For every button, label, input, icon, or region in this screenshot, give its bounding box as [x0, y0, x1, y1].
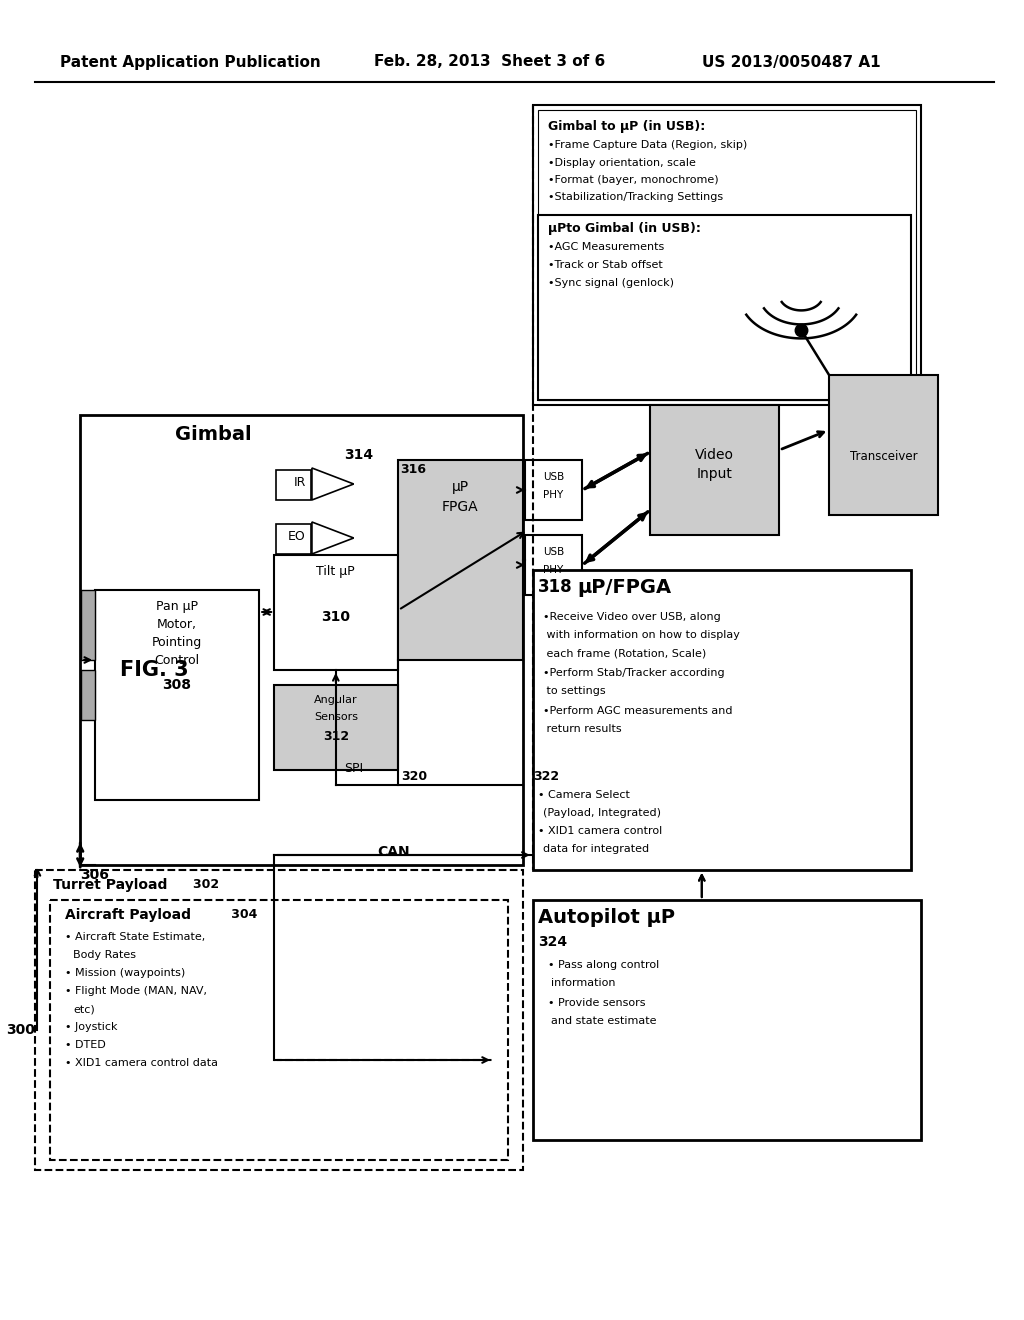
FancyBboxPatch shape [829, 375, 938, 515]
Text: Motor,: Motor, [157, 618, 197, 631]
FancyBboxPatch shape [532, 570, 910, 870]
Text: each frame (Rotation, Scale): each frame (Rotation, Scale) [543, 648, 706, 657]
FancyBboxPatch shape [81, 671, 95, 719]
FancyBboxPatch shape [274, 685, 398, 770]
Text: • Pass along control: • Pass along control [548, 960, 658, 970]
Text: return results: return results [543, 723, 622, 734]
FancyBboxPatch shape [50, 900, 508, 1160]
Text: 318: 318 [538, 578, 572, 597]
Text: SPI: SPI [344, 762, 362, 775]
Text: Video: Video [695, 447, 734, 462]
Text: Transceiver: Transceiver [850, 450, 918, 463]
Text: • Flight Mode (MAN, NAV,: • Flight Mode (MAN, NAV, [66, 986, 207, 997]
Text: µPto Gimbal (in USB):: µPto Gimbal (in USB): [548, 222, 700, 235]
Text: •Perform Stab/Tracker according: •Perform Stab/Tracker according [543, 668, 724, 678]
Text: 320: 320 [401, 770, 428, 783]
Text: CAN: CAN [377, 845, 410, 859]
FancyBboxPatch shape [524, 459, 583, 520]
Text: •Perform AGC measurements and: •Perform AGC measurements and [543, 706, 732, 715]
Text: FIG. 3: FIG. 3 [120, 660, 188, 680]
Text: 304: 304 [66, 908, 258, 921]
Text: •Format (bayer, monochrome): •Format (bayer, monochrome) [548, 176, 718, 185]
Text: • DTED: • DTED [66, 1040, 106, 1049]
FancyBboxPatch shape [36, 870, 523, 1170]
FancyBboxPatch shape [398, 459, 523, 660]
Text: 314: 314 [344, 447, 373, 462]
FancyBboxPatch shape [81, 590, 95, 660]
Text: IR: IR [294, 477, 306, 488]
Text: 322: 322 [532, 770, 559, 783]
FancyBboxPatch shape [276, 470, 311, 500]
Text: information: information [551, 978, 615, 987]
Text: • Mission (waypoints): • Mission (waypoints) [66, 968, 185, 978]
Text: µP: µP [452, 480, 469, 494]
Text: •Sync signal (genlock): •Sync signal (genlock) [548, 279, 674, 288]
FancyBboxPatch shape [532, 106, 921, 405]
Text: Tilt µP: Tilt µP [316, 565, 355, 578]
Text: USB: USB [543, 473, 564, 482]
Text: with information on how to display: with information on how to display [543, 630, 739, 640]
Polygon shape [312, 521, 353, 554]
Text: Patent Application Publication: Patent Application Publication [60, 54, 322, 70]
Text: Pan µP: Pan µP [156, 601, 198, 612]
Text: 300: 300 [6, 1023, 36, 1038]
Text: •Track or Stab offset: •Track or Stab offset [548, 260, 663, 271]
Text: Sensors: Sensors [313, 711, 357, 722]
Text: 324: 324 [538, 935, 567, 949]
Text: Turret Payload: Turret Payload [53, 878, 168, 892]
Text: Input: Input [696, 467, 732, 480]
Text: • Joystick: • Joystick [66, 1022, 118, 1032]
Text: 310: 310 [322, 610, 350, 624]
Text: •AGC Measurements: •AGC Measurements [548, 242, 664, 252]
Text: etc): etc) [74, 1005, 95, 1014]
Text: • Provide sensors: • Provide sensors [548, 998, 645, 1008]
FancyBboxPatch shape [650, 405, 779, 535]
Text: PHY: PHY [544, 565, 564, 576]
Text: 312: 312 [323, 730, 349, 743]
Text: •Display orientation, scale: •Display orientation, scale [548, 158, 695, 168]
Text: 308: 308 [162, 678, 191, 692]
Text: USB: USB [543, 546, 564, 557]
Text: •Stabilization/Tracking Settings: •Stabilization/Tracking Settings [548, 191, 723, 202]
Text: PHY: PHY [544, 490, 564, 500]
FancyBboxPatch shape [538, 110, 915, 400]
Text: µP/FPGA: µP/FPGA [578, 578, 672, 597]
Text: US 2013/0050487 A1: US 2013/0050487 A1 [701, 54, 881, 70]
Polygon shape [312, 469, 353, 500]
Text: Aircraft Payload: Aircraft Payload [66, 908, 191, 921]
Text: and state estimate: and state estimate [551, 1016, 656, 1026]
Text: •Frame Capture Data (Region, skip): •Frame Capture Data (Region, skip) [548, 140, 746, 150]
Text: data for integrated: data for integrated [543, 843, 649, 854]
Text: Autopilot µP: Autopilot µP [538, 908, 675, 927]
Text: EO: EO [288, 531, 306, 543]
FancyBboxPatch shape [274, 554, 398, 671]
Text: • Camera Select: • Camera Select [538, 789, 630, 800]
Text: 302: 302 [53, 878, 219, 891]
Text: •Receive Video over USB, along: •Receive Video over USB, along [543, 612, 721, 622]
Text: 306: 306 [80, 869, 110, 882]
FancyBboxPatch shape [532, 900, 921, 1140]
Text: • XID1 camera control: • XID1 camera control [538, 826, 662, 836]
Text: • Aircraft State Estimate,: • Aircraft State Estimate, [66, 932, 206, 942]
Text: Control: Control [155, 653, 200, 667]
Text: • XID1 camera control data: • XID1 camera control data [66, 1059, 218, 1068]
Text: to settings: to settings [543, 686, 605, 696]
FancyBboxPatch shape [95, 590, 259, 800]
Text: Angular: Angular [314, 696, 357, 705]
Text: (Payload, Integrated): (Payload, Integrated) [543, 808, 660, 818]
Text: Pointing: Pointing [152, 636, 202, 649]
Text: Gimbal: Gimbal [175, 425, 251, 444]
Text: Body Rates: Body Rates [74, 950, 136, 960]
FancyBboxPatch shape [524, 535, 583, 595]
Text: 316: 316 [400, 463, 426, 477]
FancyBboxPatch shape [80, 414, 523, 865]
Text: FPGA: FPGA [441, 500, 478, 513]
FancyBboxPatch shape [276, 524, 311, 554]
FancyBboxPatch shape [538, 215, 910, 400]
Text: Gimbal to µP (in USB):: Gimbal to µP (in USB): [548, 120, 705, 133]
Text: Feb. 28, 2013  Sheet 3 of 6: Feb. 28, 2013 Sheet 3 of 6 [374, 54, 605, 70]
